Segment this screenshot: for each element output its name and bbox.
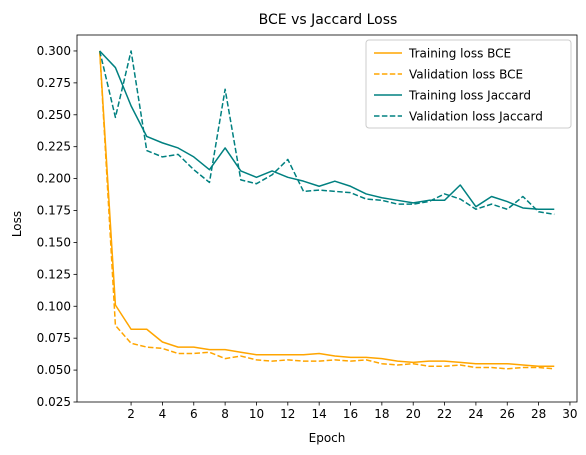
x-tick-label: 26 (500, 407, 515, 421)
x-tick-label: 22 (437, 407, 452, 421)
legend-label: Validation loss BCE (409, 68, 523, 82)
legend-label: Training loss BCE (408, 47, 511, 61)
y-tick-label: 0.200 (37, 172, 71, 186)
ticks-layer: 2 4 6 8 10 12 14 16 18 20 22 24 26 28 300.0250.0500.07… (37, 44, 578, 421)
y-tick-label: 0.125 (37, 267, 71, 281)
y-tick-label: 0.075 (37, 331, 71, 345)
x-tick-label: 8 (221, 407, 229, 421)
legend: Training loss BCE Validation loss BCE Trai… (365, 39, 572, 129)
x-tick-label: 30 (562, 407, 577, 421)
series-line-training-loss-jaccard (99, 50, 555, 210)
y-axis-label: Loss (10, 211, 24, 237)
x-tick-label: 2 (127, 407, 135, 421)
x-tick-label: 24 (468, 407, 483, 421)
x-axis-label: Epoch (309, 431, 346, 445)
y-tick-label: 0.250 (37, 108, 71, 122)
y-tick-label: 0.100 (37, 299, 71, 313)
series-layer (98, 50, 555, 370)
x-tick-label: 28 (531, 407, 546, 421)
y-tick-label: 0.050 (37, 363, 71, 377)
x-tick-label: 6 (190, 407, 198, 421)
y-tick-label: 0.150 (37, 235, 71, 249)
plot-frame (76, 34, 578, 403)
x-tick-label: 20 (406, 407, 421, 421)
series-line-training-loss-bce (98, 50, 555, 368)
x-tick-label: 4 (159, 407, 167, 421)
x-tick-label: 12 (280, 407, 295, 421)
legend-label: Training loss Jaccard (408, 89, 531, 103)
y-tick-label: 0.300 (37, 44, 71, 58)
x-tick-label: 16 (343, 407, 358, 421)
y-tick-label: 0.275 (37, 76, 71, 90)
y-tick-label: 0.225 (37, 140, 71, 154)
x-tick-label: 14 (312, 407, 327, 421)
y-tick-label: 0.175 (37, 204, 71, 218)
y-tick-label: 0.025 (37, 395, 71, 409)
x-tick-label: 18 (374, 407, 389, 421)
x-tick-label: 10 (249, 407, 264, 421)
series-line-validation-loss-bce (98, 50, 555, 370)
legend-label: Validation loss Jaccard (409, 110, 543, 124)
legend-box (365, 39, 572, 129)
chart-title: BCE vs Jaccard Loss (259, 12, 398, 28)
